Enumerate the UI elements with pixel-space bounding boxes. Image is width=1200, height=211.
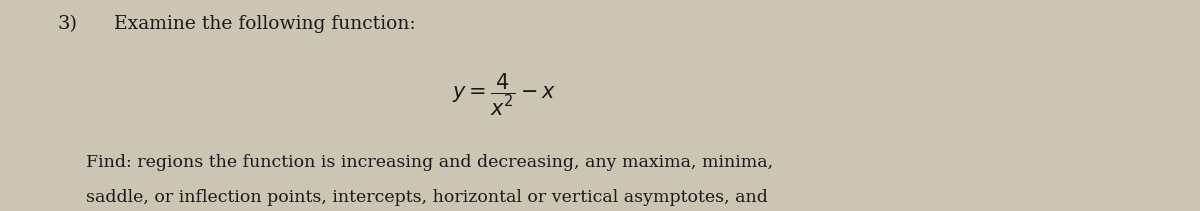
Text: Find: regions the function is increasing and decreasing, any maxima, minima,: Find: regions the function is increasing…: [86, 154, 774, 171]
Text: saddle, or inflection points, intercepts, horizontal or vertical asymptotes, and: saddle, or inflection points, intercepts…: [86, 189, 768, 206]
Text: 3): 3): [58, 15, 78, 33]
Text: $y = \dfrac{4}{x^2} - x$: $y = \dfrac{4}{x^2} - x$: [451, 72, 557, 118]
Text: Examine the following function:: Examine the following function:: [114, 15, 415, 33]
